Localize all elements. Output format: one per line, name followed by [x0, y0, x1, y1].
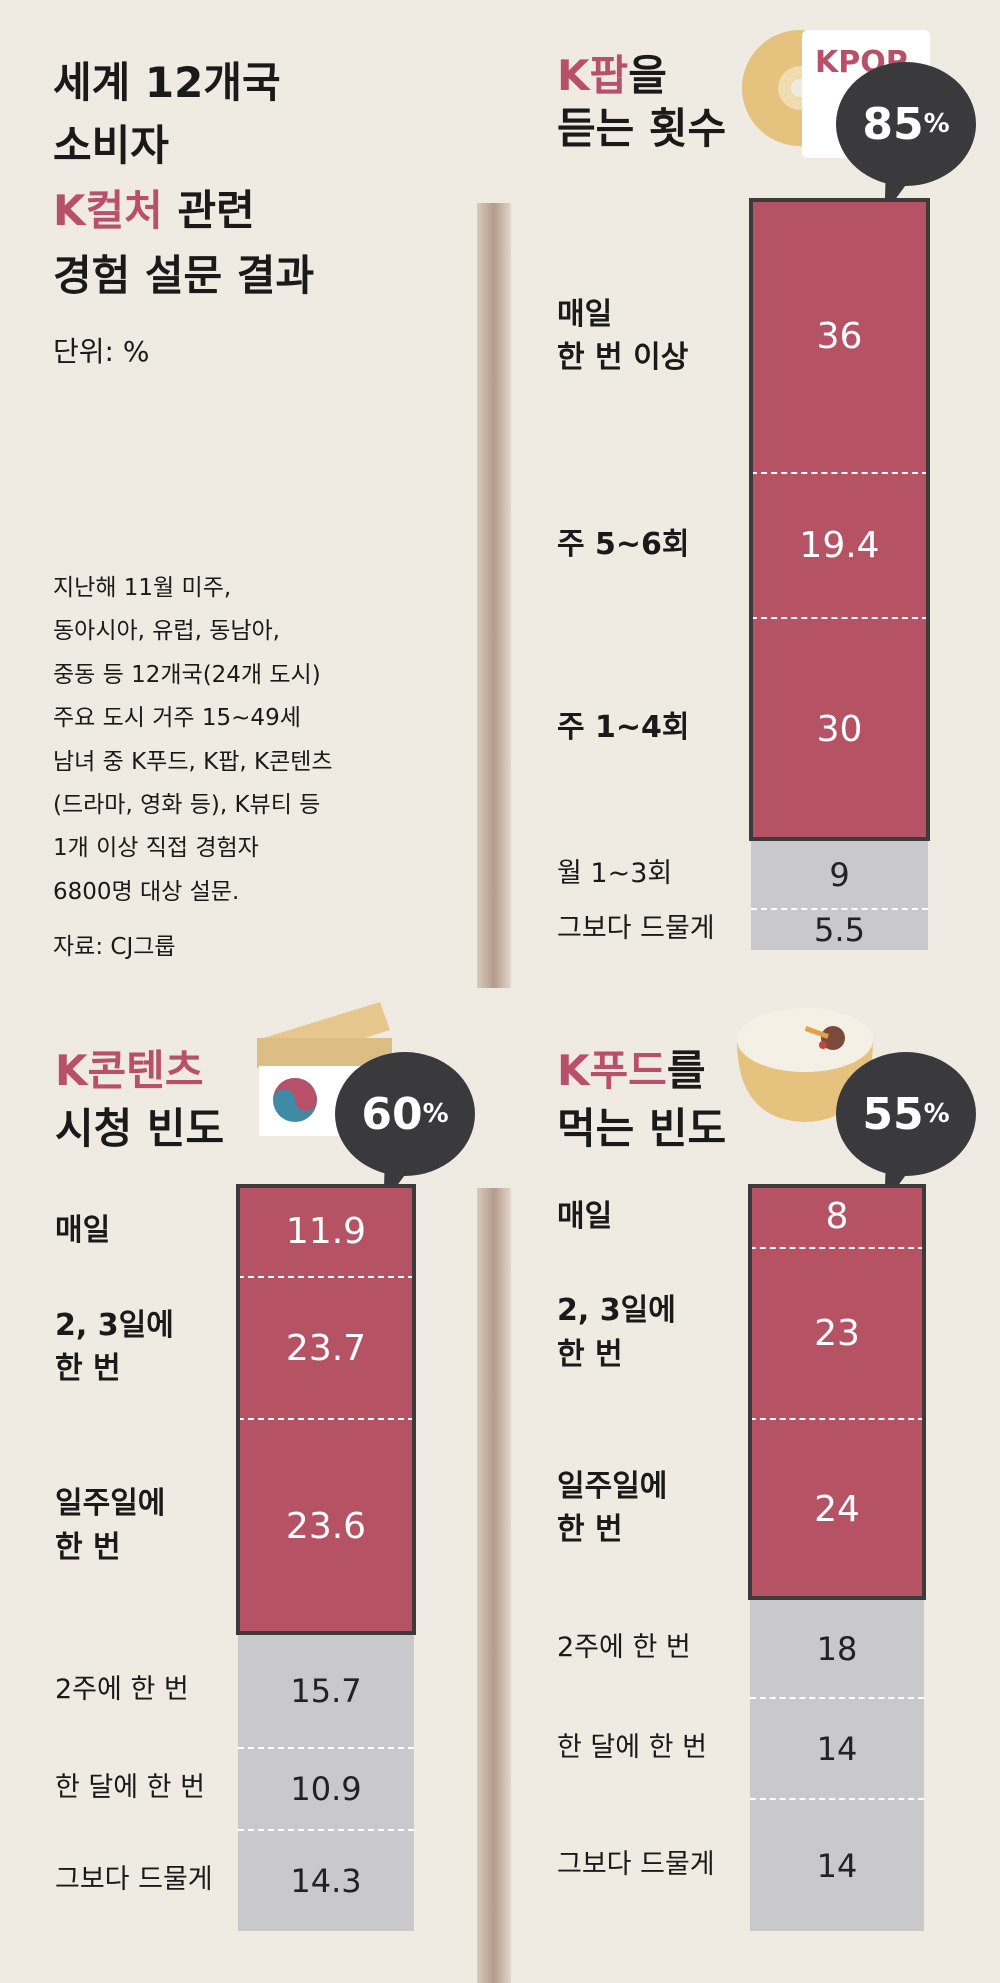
segment-value: 18 [816, 1629, 858, 1668]
note-line: 남녀 중 K푸드, K팝, K콘텐츠 [53, 748, 333, 775]
note-line: 1개 이상 직접 경험자 [53, 835, 259, 862]
category-label: 주 5~6회 [557, 526, 690, 562]
badge-unit: % [923, 109, 950, 139]
kfood-bar-segment: 14 [750, 1798, 924, 1931]
main-title-line2: 소비자 [53, 121, 169, 170]
kpop-subtitle: 듣는 횟수 [557, 104, 727, 153]
kfood-bar-segment: 14 [750, 1697, 924, 1798]
badge-unit: % [923, 1099, 950, 1129]
main-title-line3: K컬처 관련 [53, 190, 255, 232]
category-label: 2주에 한 번 [55, 1674, 189, 1706]
kfood-title-rest: 를 [666, 1046, 706, 1095]
segment-value: 14 [816, 1729, 858, 1768]
kfood-bar-segment: 23 [750, 1247, 924, 1418]
segment-value: 30 [816, 708, 863, 750]
segment-value: 11.9 [285, 1210, 367, 1252]
kfood-title: K푸드를 [557, 1050, 705, 1092]
note-line: 중동 등 12개국(24개 도시) [53, 661, 321, 688]
survey-note: 지난해 11월 미주, 동아시아, 유럽, 동남아, 중동 등 12개국(24개 도… [53, 567, 333, 914]
kcontent-subtitle: 시청 빈도 [55, 1104, 225, 1153]
category-label: 매일 [557, 1198, 613, 1234]
segment-value: 23 [814, 1313, 860, 1354]
segment-value: 23.7 [285, 1327, 367, 1369]
kcontent-bar-segment: 23.6 [238, 1418, 414, 1633]
category-label: 그보다 드물게 [557, 1848, 715, 1880]
kcontent-bar-segment: 23.7 [238, 1276, 414, 1418]
segment-value: 8 [825, 1196, 849, 1237]
segment-value: 9 [829, 855, 850, 894]
kpop-title-accent: K팝 [557, 51, 629, 100]
category-label: 한 달에 한 번 [557, 1731, 707, 1763]
category-label: 매일 한 번 이상 [557, 296, 689, 376]
category-label: 일주일에 한 번 [557, 1468, 668, 1548]
segment-value: 14 [816, 1846, 858, 1885]
segment-value: 23.6 [285, 1506, 367, 1547]
note-line: (드라마, 영화 등), K뷰티 등 [53, 792, 321, 819]
kcontent-bar-segment: 14.3 [238, 1829, 414, 1931]
kpop-bar-segment: 19.4 [751, 472, 928, 617]
category-label: 일주일에 한 번 [55, 1486, 166, 1565]
main-title-line1: 세계 12개국 [53, 58, 281, 107]
segment-value: 19.4 [799, 525, 880, 566]
category-label: 주 1~4회 [557, 710, 690, 746]
category-label: 월 1~3회 [557, 857, 673, 889]
segment-value: 10.9 [290, 1770, 362, 1808]
segment-value: 14.3 [290, 1862, 362, 1900]
category-label: 2, 3일에 한 번 [557, 1293, 676, 1372]
category-label: 매일 [55, 1213, 111, 1249]
kfood-bar-segment: 8 [750, 1186, 924, 1247]
category-label: 2, 3일에 한 번 [55, 1307, 174, 1387]
kpop-title: K팝을 [557, 55, 667, 97]
main-title-rest: 관련 [162, 186, 255, 235]
kcontent-percent-badge: 60% [335, 1052, 475, 1176]
kfood-title-accent: K푸드 [557, 1046, 667, 1095]
badge-unit: % [422, 1099, 449, 1129]
segment-value: 15.7 [290, 1672, 362, 1710]
category-label: 2주에 한 번 [557, 1631, 691, 1663]
divider-bottom [477, 1188, 511, 1983]
segment-value: 24 [814, 1488, 860, 1530]
kpop-bar-segment: 36 [751, 200, 928, 472]
kcontent-bar-segment: 10.9 [238, 1747, 414, 1829]
unit-label: 단위: % [53, 335, 150, 368]
source-label: 자료: CJ그룹 [53, 934, 176, 960]
kcontent-bar-segment: 11.9 [238, 1186, 414, 1276]
divider-top [477, 203, 511, 988]
kpop-bar-segment: 30 [751, 617, 928, 839]
category-label: 한 달에 한 번 [55, 1772, 205, 1804]
main-title-accent: K컬처 [53, 186, 163, 235]
kpop-bar-segment: 9 [751, 839, 928, 908]
kfood-bar-segment: 18 [750, 1598, 924, 1697]
kpop-percent-badge: 85% [836, 62, 976, 186]
kcontent-bar-segment: 15.7 [238, 1633, 414, 1747]
kcontent-title: K콘텐츠 [55, 1050, 203, 1092]
kpop-bar-segment: 5.5 [751, 908, 928, 950]
badge-value: 55 [862, 1088, 924, 1140]
note-line: 6800명 대상 설문. [53, 878, 240, 905]
note-line: 지난해 11월 미주, [53, 575, 232, 601]
kcontent-title-accent: K콘텐츠 [55, 1046, 204, 1095]
kfood-percent-badge: 55% [836, 1052, 976, 1176]
note-line: 주요 도시 거주 15~49세 [53, 705, 301, 732]
badge-value: 60 [361, 1088, 423, 1140]
segment-value: 36 [816, 315, 863, 357]
kpop-title-rest: 을 [628, 51, 667, 100]
note-line: 동아시아, 유럽, 동남아, [53, 618, 280, 645]
kfood-bar-segment: 24 [750, 1418, 924, 1598]
main-title-line4: 경험 설문 결과 [53, 251, 315, 300]
category-label: 그보다 드물게 [55, 1864, 213, 1896]
kfood-subtitle: 먹는 빈도 [557, 1104, 727, 1153]
category-label: 그보다 드물게 [557, 913, 715, 945]
badge-value: 85 [862, 98, 924, 150]
segment-value: 5.5 [814, 911, 865, 949]
